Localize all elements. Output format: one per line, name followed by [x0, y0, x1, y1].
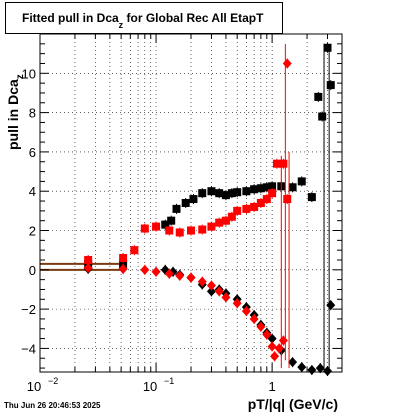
data-point-square	[215, 189, 224, 198]
data-point-diamond	[83, 262, 93, 273]
x-tick-label: 10	[27, 379, 41, 394]
data-point-diamond	[278, 335, 288, 346]
data-point-diamond	[282, 58, 292, 69]
data-point-square	[262, 195, 271, 204]
data-point-square	[268, 182, 277, 191]
data-point-square	[307, 193, 316, 202]
data-point-square	[288, 183, 297, 192]
data-point-square	[207, 222, 216, 231]
data-point-diamond	[232, 298, 242, 309]
title-box: Fitted pull in Dcaz for Global Rec All E…	[5, 2, 283, 34]
data-point-diamond	[164, 268, 174, 279]
data-point-square	[130, 246, 139, 255]
data-point-square	[161, 220, 170, 229]
data-point-square	[227, 189, 236, 198]
y-tick-label: 4	[29, 184, 36, 199]
data-point-diamond	[270, 351, 280, 362]
data-point-square	[233, 206, 242, 215]
data-point-square	[119, 254, 128, 263]
data-point-diamond	[267, 341, 277, 352]
timestamp-footer: Thu Jun 26 20:46:53 2025	[4, 401, 101, 410]
data-point-square	[323, 43, 332, 52]
y-tick-label: 2	[29, 224, 36, 239]
data-point-square	[227, 212, 236, 221]
data-point-square	[326, 81, 335, 90]
title-subscript: z	[118, 20, 124, 30]
title-suffix: for Global Rec All EtapT	[123, 11, 264, 25]
data-point-square	[187, 226, 195, 235]
data-point-square	[314, 92, 323, 101]
data-point-diamond	[307, 365, 317, 376]
axes: 10 −2 10 −1 1 −4 −2 0 2 4 6 8 10	[21, 33, 343, 394]
data-point-square	[221, 191, 230, 200]
x-tick-label: 1	[269, 379, 276, 394]
data-point-square	[165, 226, 174, 235]
y-tick-label: 6	[29, 145, 36, 160]
data-point-square	[256, 199, 265, 207]
data-point-diamond	[206, 286, 216, 297]
data-point-diamond	[197, 276, 207, 287]
data-point-diamond	[241, 306, 251, 317]
data-point-square	[221, 216, 230, 225]
y-axis-label: pull in Dcaz	[5, 74, 26, 150]
data-point-diamond	[256, 321, 266, 332]
data-point-diamond	[214, 286, 224, 297]
data-point-square	[198, 189, 207, 198]
data-point-square	[215, 218, 224, 227]
data-point-square	[172, 204, 181, 213]
data-point-square	[84, 255, 93, 264]
data-point-diamond	[118, 263, 128, 274]
data-point-square	[233, 188, 242, 197]
y-tick-label: −4	[21, 341, 36, 356]
data-point-square	[279, 159, 288, 168]
data-point-square	[297, 177, 306, 186]
data-point-diamond	[315, 363, 325, 374]
data-point-square	[250, 185, 259, 194]
data-point-diamond	[151, 266, 161, 277]
y-tick-label: 10	[22, 66, 36, 81]
data-point-square	[181, 199, 190, 207]
data-point-diamond	[262, 329, 272, 340]
data-point-square	[189, 195, 198, 204]
data-point-square	[268, 189, 277, 198]
data-point-diamond	[249, 313, 259, 324]
data-point-diamond	[206, 280, 216, 291]
data-point-square	[242, 204, 251, 213]
data-point-square	[262, 183, 271, 192]
data-point-diamond	[175, 270, 185, 281]
data-point-diamond	[297, 362, 307, 373]
y-tick-label: 0	[29, 263, 36, 278]
data-point-diamond	[221, 292, 231, 303]
data-series	[40, 42, 336, 377]
y-axis-label-subscript: z	[15, 74, 26, 80]
data-point-square	[318, 112, 327, 121]
data-point-square	[272, 159, 281, 168]
data-point-square	[242, 187, 251, 196]
y-tick-label: 8	[29, 106, 36, 121]
y-tick-label: −2	[21, 302, 36, 317]
x-axis-label: pT/|q| (GeV/c)	[247, 396, 338, 412]
data-point-square	[283, 195, 292, 204]
x-tick-label: 10	[143, 379, 157, 394]
data-point-square	[256, 184, 265, 193]
data-point-square	[250, 202, 259, 211]
data-point-diamond	[140, 264, 150, 275]
data-point-square	[175, 228, 184, 237]
data-point-diamond	[326, 300, 336, 311]
x-tick-exponent: −1	[164, 376, 174, 386]
chart-title: Fitted pull in Dcaz for Global Rec All E…	[22, 11, 264, 30]
data-point-square	[167, 216, 176, 225]
data-point-square	[140, 224, 149, 233]
data-point-square	[207, 187, 216, 196]
data-point-square	[152, 222, 161, 231]
data-point-diamond	[288, 357, 298, 368]
data-point-square	[198, 225, 207, 234]
x-tick-exponent: −2	[48, 376, 58, 386]
data-point-diamond	[186, 272, 196, 283]
